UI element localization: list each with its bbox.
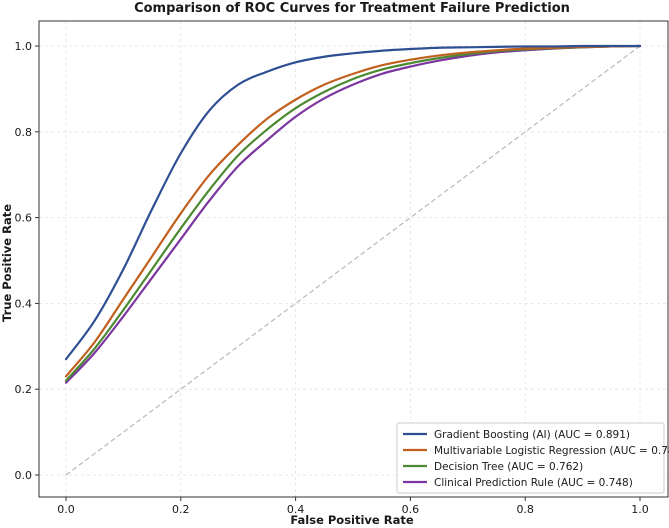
y-axis-label: True Positive Rate xyxy=(0,204,14,322)
series-line-clinical-prediction-rule xyxy=(64,44,642,384)
x-tick-label: 0.0 xyxy=(57,503,75,516)
x-tick-label: 0.6 xyxy=(402,503,420,516)
series-line-logistic-regression xyxy=(64,44,642,378)
x-tick-label: 1.0 xyxy=(631,503,649,516)
y-tick-label: 1.0 xyxy=(15,40,33,53)
x-tick-label: 0.4 xyxy=(287,503,305,516)
y-tick-label: 0.2 xyxy=(15,383,33,396)
series-line-gradient-boosting xyxy=(64,44,642,361)
y-tick-label: 0.4 xyxy=(15,297,33,310)
x-axis-ticks: 0.0 0.2 0.4 0.6 0.8 1.0 xyxy=(57,497,649,516)
x-tick-label: 0.8 xyxy=(516,503,534,516)
legend-box xyxy=(396,422,665,494)
y-axis-ticks: 0.0 0.2 0.4 0.6 0.8 1.0 xyxy=(15,40,39,482)
legend-label-clinical-prediction-rule: Clinical Prediction Rule (AUC = 0.748) xyxy=(434,477,633,489)
legend-label-logistic-regression: Multivariable Logistic Regression (AUC =… xyxy=(434,445,669,457)
y-tick-label: 0.6 xyxy=(15,212,33,225)
reference-line-group xyxy=(65,45,641,476)
x-axis-label: False Positive Rate xyxy=(290,513,413,527)
series-group xyxy=(64,44,642,384)
chart-title: Comparison of ROC Curves for Treatment F… xyxy=(134,1,570,16)
y-tick-label: 0.8 xyxy=(15,126,33,139)
series-line-decision-tree xyxy=(64,44,642,382)
x-tick-label: 0.2 xyxy=(172,503,190,516)
y-tick-label: 0.0 xyxy=(15,469,33,482)
legend-label-decision-tree: Decision Tree (AUC = 0.762) xyxy=(434,461,583,473)
reference-diagonal-line xyxy=(65,45,641,476)
legend-label-gradient-boosting: Gradient Boosting (AI) (AUC = 0.891) xyxy=(434,429,630,441)
plot-frame xyxy=(38,20,669,498)
legend: Gradient Boosting (AI) (AUC = 0.891) Mult… xyxy=(396,422,669,494)
